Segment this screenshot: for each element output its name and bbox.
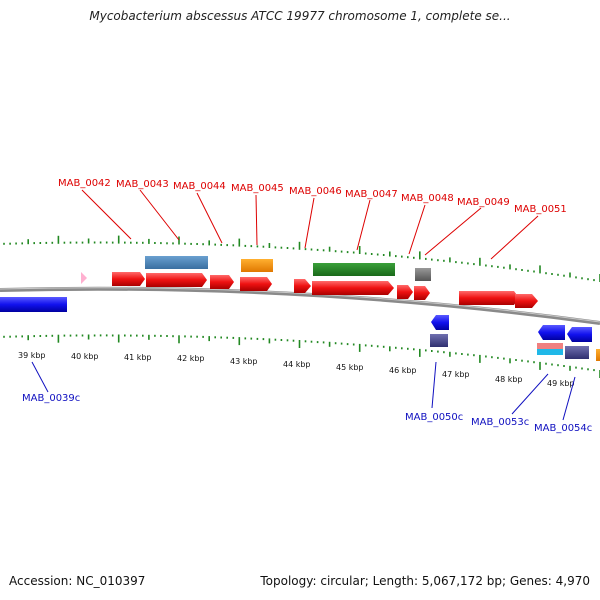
reverse-gene-mab-0039c[interactable]: [0, 297, 67, 312]
reverse-feature-slate-a[interactable]: [430, 334, 448, 347]
gene-label-mab-0049[interactable]: MAB_0049: [457, 197, 510, 208]
forward-gene-mab-0048[interactable]: [397, 285, 413, 299]
gene-label-mab-0044[interactable]: MAB_0044: [173, 181, 226, 192]
gene-label-mab-0048[interactable]: MAB_0048: [401, 193, 454, 204]
forward-gene-mab-0051[interactable]: [459, 291, 519, 305]
reverse-gene-mab-0054c[interactable]: [567, 327, 592, 342]
forward-gene-mab-0044[interactable]: [210, 275, 234, 289]
gene-label-mab-0050c[interactable]: MAB_0050c: [405, 412, 463, 423]
reverse-feature-cyan[interactable]: [537, 349, 563, 355]
gene-label-mab-0054c[interactable]: MAB_0054c: [534, 423, 592, 434]
gene-label-mab-0043[interactable]: MAB_0043: [116, 179, 169, 190]
forward-gene-mab-0045[interactable]: [240, 277, 272, 291]
reverse-genes: [0, 297, 600, 361]
kbp-scale-labels: 39 kbp 40 kbp 41 kbp 42 kbp 43 kbp 44 kb…: [18, 351, 575, 388]
kbp-label: 40 kbp: [71, 352, 99, 361]
reverse-gene-labels: MAB_0039c MAB_0050c MAB_0053c MAB_0054c: [22, 393, 592, 434]
kbp-label: 49 kbp: [547, 379, 575, 388]
forward-gene-mab-0049[interactable]: [414, 286, 430, 300]
gene-label-mab-0045[interactable]: MAB_0045: [231, 183, 284, 194]
forward-gene-mab-0042[interactable]: [112, 272, 145, 286]
gene-label-mab-0039c[interactable]: MAB_0039c: [22, 393, 80, 404]
gene-label-mab-0051[interactable]: MAB_0051: [514, 204, 567, 215]
accession-label: Accession: NC_010397: [9, 574, 146, 588]
kbp-label: 46 kbp: [389, 366, 417, 375]
lower-scale-ticks: [3, 334, 600, 378]
forward-gene-mab-0047[interactable]: [312, 281, 394, 295]
kbp-label: 47 kbp: [442, 370, 470, 379]
kbp-label: 43 kbp: [230, 357, 258, 366]
reverse-gene-mab-0053c[interactable]: [538, 325, 565, 340]
pink-marker[interactable]: [81, 272, 87, 284]
kbp-label: 44 kbp: [283, 360, 311, 369]
reverse-feature-salmon[interactable]: [537, 343, 563, 349]
gene-label-mab-0046[interactable]: MAB_0046: [289, 186, 342, 197]
feature-box-green[interactable]: [313, 263, 395, 276]
feature-box-orange[interactable]: [241, 259, 273, 272]
chromosome-backbone: [0, 286, 600, 325]
reverse-feature-slate-b[interactable]: [565, 346, 589, 359]
forward-gene-labels: MAB_0042 MAB_0043 MAB_0044 MAB_0045 MAB_…: [58, 178, 567, 215]
gene-label-mab-0042[interactable]: MAB_0042: [58, 178, 111, 189]
forward-gene-mab-0046[interactable]: [294, 279, 311, 293]
upper-scale-ticks: [3, 235, 600, 282]
kbp-label: 45 kbp: [336, 363, 364, 372]
gene-label-mab-0047[interactable]: MAB_0047: [345, 189, 398, 200]
feature-box-gray[interactable]: [415, 268, 431, 281]
kbp-label: 39 kbp: [18, 351, 46, 360]
reverse-leader-lines: [31, 361, 576, 421]
kbp-label: 41 kbp: [124, 353, 152, 362]
kbp-label: 48 kbp: [495, 375, 523, 384]
forward-genes: [81, 272, 538, 308]
forward-leader-lines: [81, 189, 539, 260]
map-title: Mycobacterium abscessus ATCC 19977 chrom…: [89, 9, 511, 23]
kbp-label: 42 kbp: [177, 354, 205, 363]
reverse-feature-orange-edge[interactable]: [596, 349, 600, 361]
feature-box-steelblue[interactable]: [145, 256, 208, 269]
forward-gene-mab-0052[interactable]: [515, 294, 538, 308]
reverse-gene-mab-0050c[interactable]: [431, 315, 449, 330]
upper-features: [145, 256, 431, 281]
genome-summary: Topology: circular; Length: 5,067,172 bp…: [260, 574, 590, 588]
forward-gene-mab-0043[interactable]: [146, 273, 207, 287]
gene-label-mab-0053c[interactable]: MAB_0053c: [471, 417, 529, 428]
